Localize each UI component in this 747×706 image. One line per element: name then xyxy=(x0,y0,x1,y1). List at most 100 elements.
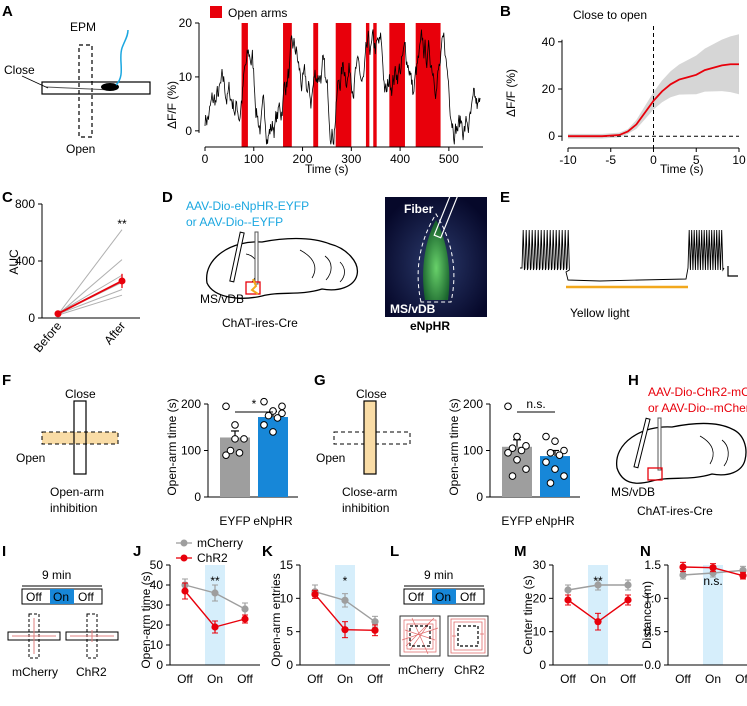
ms-vdb-outline xyxy=(417,213,455,303)
i-maze-mcherry xyxy=(7,613,61,659)
g-point-1-4 xyxy=(555,451,564,459)
g-closed-arm-lit xyxy=(363,400,377,475)
j-point-ChR2-1 xyxy=(211,623,219,631)
a-xtick-label-0: 0 xyxy=(202,152,209,166)
m-ytick-label-30: 30 xyxy=(533,558,547,572)
f-point-1-3 xyxy=(264,411,273,420)
n-point-ChR2-1 xyxy=(709,564,717,572)
a-ytick-label-0: 0 xyxy=(185,124,192,138)
k-stim-shade xyxy=(335,565,355,665)
n-significance: n.s. xyxy=(703,574,722,588)
g-ylabel: Open-arm time (s) xyxy=(447,398,461,495)
g-point-0-2 xyxy=(522,442,530,450)
f-point-0-1 xyxy=(231,421,239,429)
df-f-trace-line xyxy=(204,29,481,146)
j-significance: ** xyxy=(210,574,220,588)
h-mouse-brain-outline xyxy=(616,422,747,484)
n-point-mCherry-0 xyxy=(679,571,687,579)
k-ylabel: Open-arm entries xyxy=(269,573,283,666)
g-point-0-1 xyxy=(513,432,521,441)
optic-fiber xyxy=(254,231,259,285)
j-point-ChR2-2 xyxy=(241,615,249,623)
e-light-label: Yellow light xyxy=(570,306,630,320)
panel-d-surgery-schematic: AAV-Dio-eNpHR-EYFP or AAV-Dio--EYFP MS/v… xyxy=(186,189,487,333)
m-point-mCherry-0 xyxy=(564,586,572,594)
injection-needle xyxy=(229,231,245,283)
f-significance: * xyxy=(252,397,257,411)
b-xtick-label-10: 10 xyxy=(732,153,746,167)
panel-m-chart: 0 10 20 30 ** Off On Off Center time (s) xyxy=(521,558,643,686)
panel-f-schematic: Close Open Open-arm inhibition xyxy=(16,387,119,515)
m-ytick-label-10: 10 xyxy=(533,625,547,639)
epm-open-arm xyxy=(78,44,93,138)
panel-letter-h: H xyxy=(628,372,639,389)
l-on-block xyxy=(432,589,456,604)
g-point-1-8 xyxy=(546,479,555,487)
b-ytick-label-0: 0 xyxy=(548,129,555,143)
k-ytick-label-15: 15 xyxy=(280,558,294,572)
j-category-0: Off xyxy=(177,672,193,686)
m-point-mCherry-2 xyxy=(624,581,632,589)
i-on: On xyxy=(53,590,69,604)
panel-n-chart: 0.0 0.5 1.0 1.5 n.s. Off On Off Distance (m) xyxy=(640,558,747,686)
a-ytick-label-20: 20 xyxy=(179,16,193,30)
m-ylabel: Center time (s) xyxy=(521,575,535,654)
d-virus-line2: or AAV-Dio--EYFP xyxy=(186,215,283,229)
f-close-label: Close xyxy=(65,387,96,401)
g-open-label: Open xyxy=(316,451,345,465)
l-off1: Off xyxy=(408,590,424,604)
j-ytick-label-30: 30 xyxy=(150,598,164,612)
i-off1: Off xyxy=(26,590,42,604)
m-point-ChR2-0 xyxy=(564,596,572,604)
l-open-field-mcherry xyxy=(399,615,441,657)
panel-letter-k: K xyxy=(262,543,273,560)
b-title: Close to open xyxy=(573,8,647,22)
a-xtick-label-400: 400 xyxy=(390,152,410,166)
c-ytick-label-400: 400 xyxy=(15,254,35,268)
c-line-m3 xyxy=(57,274,123,314)
j-category-2: Off xyxy=(237,672,253,686)
n-point-ChR2-0 xyxy=(679,563,687,571)
n-ytick-label-0.5: 0.5 xyxy=(644,625,661,639)
ms-vdb-target-box xyxy=(245,281,261,295)
enphr-expression xyxy=(423,220,450,300)
d-virus-line1: AAV-Dio-eNpHR-EYFP xyxy=(186,199,309,213)
i-label-chr2: ChR2 xyxy=(76,665,107,679)
panel-letter-b: B xyxy=(500,3,511,20)
m-category-1: On xyxy=(590,672,606,686)
c-mean-point-1 xyxy=(118,277,126,285)
a-ytick-label-10: 10 xyxy=(179,70,193,84)
panel-letters: A B C D E F G H I J K L M N xyxy=(2,3,651,560)
i-label-mcherry: mCherry xyxy=(12,665,58,679)
epm-close-label: Close xyxy=(4,63,35,77)
panel-f-chart: 0 100 200 EYFP eNpHR * Open-arm time (s) xyxy=(165,397,298,528)
legend-mcherry-label: mCherry xyxy=(197,536,243,550)
b-xtick-label-0: 0 xyxy=(650,153,657,167)
f-caption1: Open-arm xyxy=(50,485,104,499)
g-point-0-7 xyxy=(522,465,530,473)
b-xlabel: Time (s) xyxy=(660,162,704,176)
legend-open-arms-swatch xyxy=(210,6,222,18)
c-mean-point-0 xyxy=(54,310,62,318)
c-category-0: Before xyxy=(31,319,65,355)
g-category-1: eNpHR xyxy=(535,514,575,528)
epm-closed-arm xyxy=(41,81,151,95)
h-target-box xyxy=(647,467,663,481)
l-label-mcherry: mCherry xyxy=(398,663,444,677)
j-ylabel: Open-arm time (s) xyxy=(139,571,153,668)
f-point-0-2 xyxy=(240,435,248,443)
light-spark-icon xyxy=(250,278,259,295)
d-mouse: ChAT-ires-Cre xyxy=(222,316,298,330)
g-point-0-3 xyxy=(508,444,517,452)
scale-bar xyxy=(727,266,738,277)
j-ytick-label-40: 40 xyxy=(150,578,164,592)
b-ytick-label-40: 40 xyxy=(542,35,556,49)
l-on: On xyxy=(435,590,451,604)
panel-letter-g: G xyxy=(314,372,326,389)
panel-a-trace-chart: Open arms 0 100 200 300 400 500 0 10 20 Time (s)… xyxy=(165,6,483,176)
l-label-chr2: ChR2 xyxy=(454,663,485,677)
open-arm-interval-5 xyxy=(373,23,377,147)
l-open-field-chr2 xyxy=(447,615,489,657)
h-injection-needle xyxy=(633,417,651,469)
g-point-1-1 xyxy=(551,437,559,446)
